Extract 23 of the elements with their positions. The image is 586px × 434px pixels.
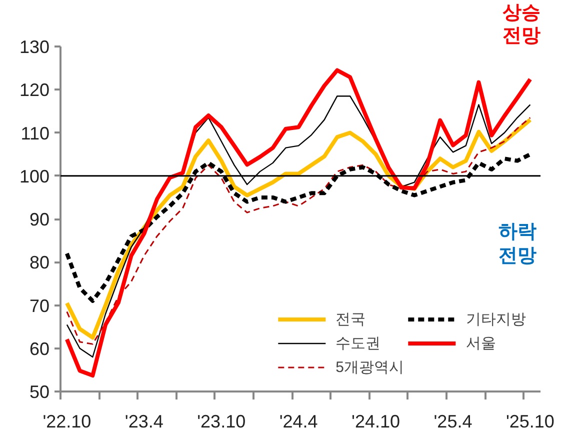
- x-tick-label: '24.4: [279, 412, 318, 432]
- x-tick-label: '25.4: [434, 412, 472, 432]
- x-tick-label: '23.10: [197, 412, 246, 432]
- y-tick-label: 50: [29, 382, 50, 402]
- x-tick-label: '24.10: [352, 412, 400, 432]
- legend-label: 전국: [336, 310, 366, 328]
- legend-label: 5개광역시: [336, 358, 404, 376]
- legend-label: 서울: [466, 334, 496, 352]
- y-tick-label: 90: [29, 210, 50, 230]
- y-tick-label: 70: [29, 296, 50, 316]
- x-tick-label: '23.4: [124, 412, 164, 432]
- y-tick-label: 130: [19, 37, 50, 57]
- x-tick-label: '22.10: [42, 412, 92, 432]
- annotation: 하락 전망: [498, 221, 536, 266]
- y-tick-label: 60: [29, 338, 50, 359]
- annotation: 상승 전망: [502, 2, 540, 46]
- y-tick-label: 110: [20, 123, 50, 144]
- y-tick-label: 100: [19, 166, 50, 186]
- x-tick-label: '25.10: [506, 412, 554, 432]
- legend-label: 수도권: [336, 334, 381, 352]
- legend-label: 기타지방: [466, 310, 526, 328]
- y-tick-label: 80: [29, 252, 50, 273]
- y-tick-label: 120: [19, 80, 50, 100]
